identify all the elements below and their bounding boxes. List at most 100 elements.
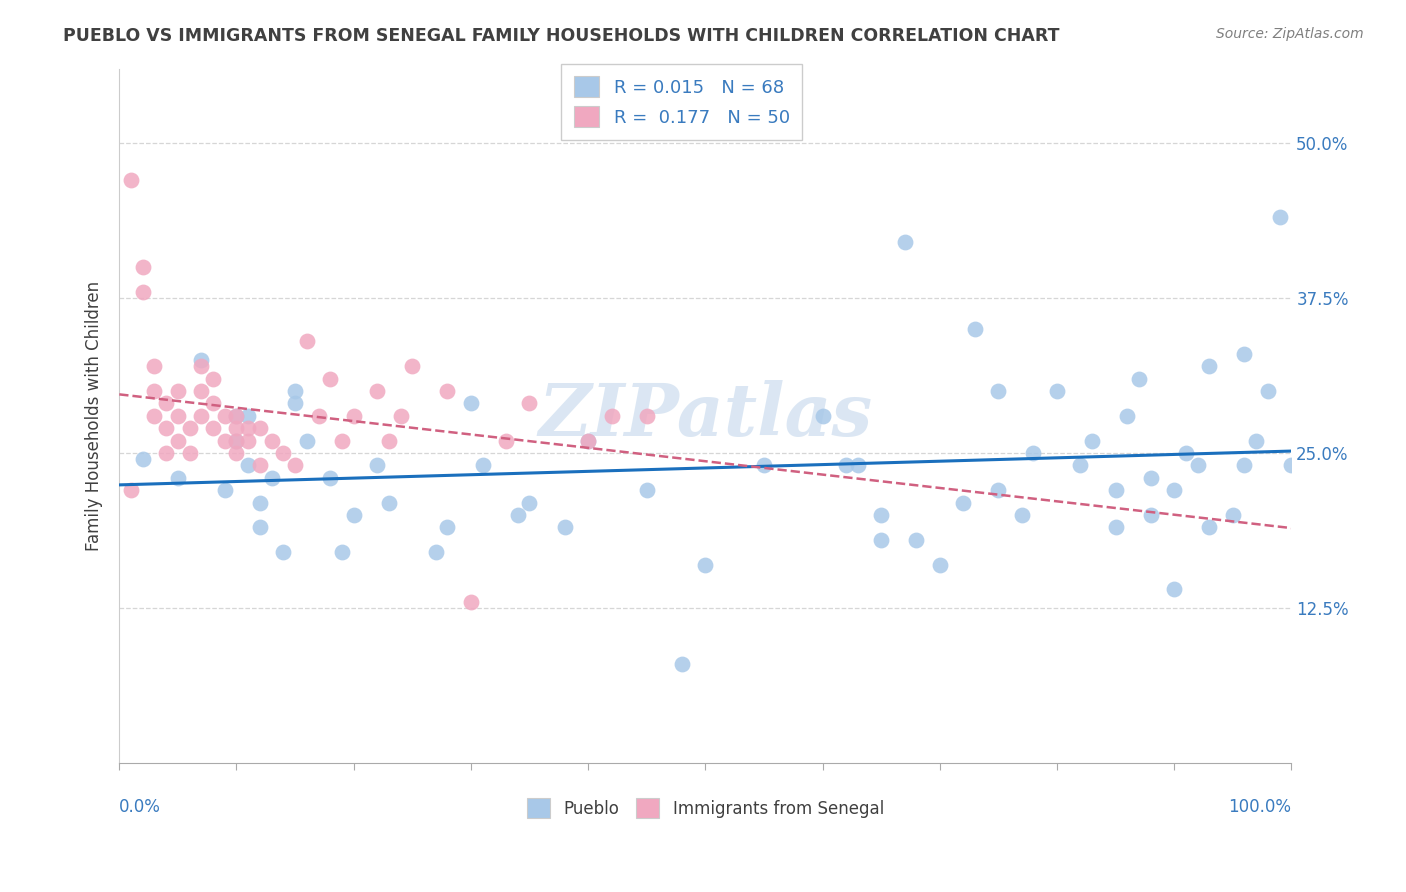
Legend: Pueblo, Immigrants from Senegal: Pueblo, Immigrants from Senegal (520, 792, 890, 824)
Point (295, 434, 318, 448)
Point (554, 520, 576, 534)
Point (273, 545, 295, 559)
Point (366, 384, 388, 398)
Point (495, 434, 517, 448)
Point (190, 359, 212, 374)
Point (295, 334, 318, 349)
Point (179, 446, 201, 460)
Point (225, 409, 247, 423)
Point (225, 409, 247, 423)
Point (1163, 582, 1185, 597)
Point (202, 396, 225, 410)
Text: 100.0%: 100.0% (1229, 797, 1291, 816)
Point (1222, 508, 1244, 522)
Point (389, 409, 412, 423)
Point (1139, 508, 1161, 522)
Point (928, 558, 950, 572)
Point (436, 384, 458, 398)
Point (343, 508, 366, 522)
Point (238, 421, 260, 435)
Point (132, 285, 155, 299)
Point (225, 434, 247, 448)
Point (202, 371, 225, 385)
Point (190, 409, 212, 423)
Point (214, 409, 236, 423)
Text: PUEBLO VS IMMIGRANTS FROM SENEGAL FAMILY HOUSEHOLDS WITH CHILDREN CORRELATION CH: PUEBLO VS IMMIGRANTS FROM SENEGAL FAMILY… (63, 27, 1060, 45)
Point (284, 458, 307, 473)
Point (1104, 520, 1126, 534)
Point (576, 434, 599, 448)
Point (1163, 483, 1185, 498)
Point (811, 409, 834, 423)
Point (190, 384, 212, 398)
Point (214, 483, 236, 498)
Point (330, 545, 353, 559)
Point (155, 421, 177, 435)
Point (425, 545, 447, 559)
Point (378, 496, 401, 510)
Point (202, 421, 225, 435)
Point (1198, 359, 1220, 374)
Point (343, 409, 366, 423)
Point (190, 353, 212, 368)
Point (1128, 371, 1150, 385)
Point (167, 409, 190, 423)
Point (167, 471, 190, 485)
Point (600, 409, 623, 423)
Point (249, 421, 271, 435)
Point (155, 396, 177, 410)
Point (671, 657, 693, 671)
Point (155, 446, 177, 460)
Point (366, 458, 388, 473)
Point (870, 533, 893, 547)
Point (132, 452, 155, 467)
Point (893, 235, 915, 249)
Point (249, 496, 271, 510)
Point (167, 434, 190, 448)
Point (952, 496, 974, 510)
Point (1104, 483, 1126, 498)
Point (225, 446, 247, 460)
Point (963, 322, 986, 336)
Point (519, 496, 541, 510)
Point (143, 409, 166, 423)
Point (319, 471, 342, 485)
Point (1069, 458, 1091, 473)
Point (238, 409, 260, 423)
Point (179, 421, 201, 435)
Point (225, 421, 247, 435)
Point (1233, 458, 1256, 473)
Point (460, 396, 482, 410)
Point (225, 434, 247, 448)
Point (905, 533, 928, 547)
Point (1198, 520, 1220, 534)
Point (167, 384, 190, 398)
Point (214, 434, 236, 448)
Point (1257, 384, 1279, 398)
Point (249, 520, 271, 534)
Point (260, 471, 283, 485)
Point (752, 458, 775, 473)
Point (330, 434, 353, 448)
Point (1187, 458, 1209, 473)
Point (1279, 458, 1302, 473)
Point (636, 409, 658, 423)
Point (120, 483, 142, 498)
Point (436, 520, 458, 534)
Point (143, 384, 166, 398)
Point (238, 458, 260, 473)
Point (870, 508, 893, 522)
Point (1046, 384, 1069, 398)
Y-axis label: Family Households with Children: Family Households with Children (86, 281, 103, 551)
Text: ZIPatlas: ZIPatlas (538, 380, 872, 451)
Text: 0.0%: 0.0% (120, 797, 162, 816)
Point (1022, 446, 1045, 460)
Point (519, 396, 541, 410)
Point (460, 595, 482, 609)
Point (1174, 446, 1197, 460)
Point (132, 260, 155, 274)
Point (471, 458, 494, 473)
Point (308, 409, 330, 423)
Point (506, 508, 529, 522)
Point (260, 434, 283, 448)
